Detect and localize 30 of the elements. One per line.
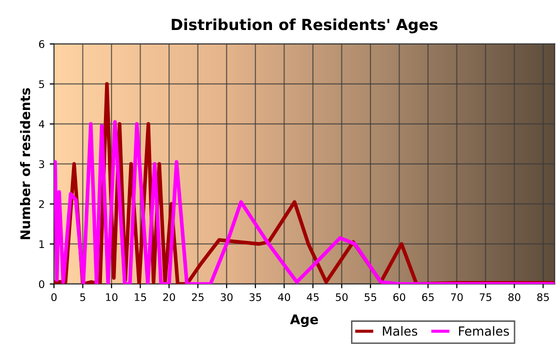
chart-title: Distribution of Residents' Ages: [172, 18, 438, 34]
x-tick-label: 40: [278, 293, 290, 302]
x-tick-label: 75: [480, 293, 492, 302]
x-tick-label: 35: [250, 293, 262, 302]
y-axis-title: Number of residents: [20, 88, 30, 240]
x-tick-label: 85: [537, 293, 549, 302]
y-tick-label: 1: [39, 240, 44, 248]
y-tick-label: 5: [39, 80, 44, 88]
x-tick-label: 80: [508, 293, 520, 302]
x-tick-label: 10: [106, 293, 118, 302]
x-tick-label: 45: [306, 293, 319, 302]
y-tick-label: 2: [39, 200, 44, 208]
x-tick-label: 70: [451, 293, 463, 302]
y-tick-label: 3: [39, 160, 44, 168]
x-tick-label: 25: [192, 293, 204, 302]
x-tick-label: 65: [422, 293, 434, 302]
legend-label: Males: [382, 326, 418, 336]
legend-label: Females: [459, 326, 509, 336]
y-tick-label: 0: [39, 280, 44, 288]
x-tick-label: 5: [80, 293, 86, 302]
x-tick-label: 20: [163, 293, 176, 302]
x-tick-label: 60: [393, 293, 406, 302]
y-tick-label: 4: [38, 120, 44, 128]
x-axis-title: Age: [290, 314, 318, 327]
x-tick-label: 50: [336, 293, 348, 302]
x-tick-label: 30: [220, 293, 233, 302]
x-tick-label: 15: [134, 293, 146, 302]
y-tick-label: 6: [39, 40, 44, 48]
x-tick-label: 55: [364, 293, 376, 302]
x-tick-label: 0: [51, 293, 57, 302]
